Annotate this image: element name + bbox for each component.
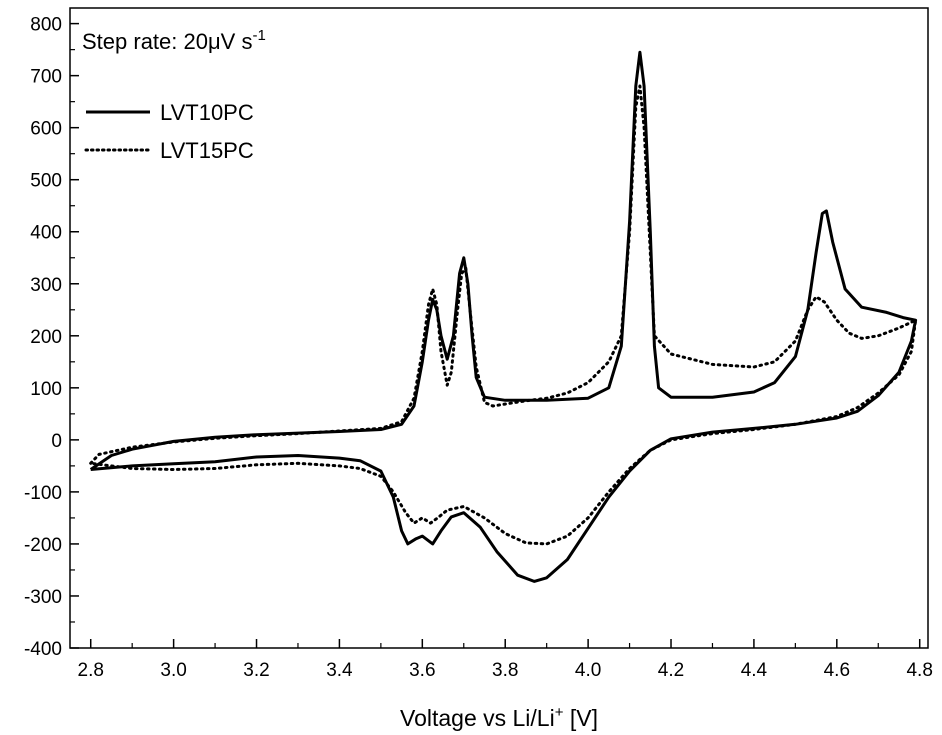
y-tick-label--100: -100 <box>24 483 62 504</box>
series-line-lvt15pc <box>89 84 918 546</box>
x-tick-label-2-8: 2.8 <box>78 660 104 681</box>
y-tick-label--200: -200 <box>24 535 62 556</box>
x-tick-label-4-0: 4.0 <box>575 660 601 681</box>
x-tick-label-4-6: 4.6 <box>824 660 850 681</box>
series-layer <box>89 50 918 583</box>
y-tick-label-100: 100 <box>30 379 62 400</box>
x-axis-title: Voltage vs Li/Li+ [V] <box>400 704 598 731</box>
x-tick-label-3-0: 3.0 <box>160 660 186 681</box>
y-tick-label-200: 200 <box>30 327 62 348</box>
y-tick-label-700: 700 <box>30 67 62 88</box>
y-tick-label-500: 500 <box>30 171 62 192</box>
x-tick-label-3-4: 3.4 <box>326 660 353 681</box>
legend-label-lvt10pc: LVT10PC <box>160 100 254 125</box>
x-tick-label-4-8: 4.8 <box>906 660 932 681</box>
y-tick-label-300: 300 <box>30 275 62 296</box>
plot-frame <box>69 7 929 649</box>
y-tick-label-400: 400 <box>30 223 62 244</box>
x-tick-label-3-8: 3.8 <box>492 660 518 681</box>
x-tick-label-4-4: 4.4 <box>741 660 768 681</box>
y-tick-label--300: -300 <box>24 587 62 608</box>
y-tick-label-600: 600 <box>30 119 62 140</box>
legend-label-lvt15pc: LVT15PC <box>160 138 254 163</box>
y-axis-ticks: -400 -300 -200 -100 0 100 200 300 400 500 600 700 80… <box>24 15 79 660</box>
x-tick-label-4-2: 4.2 <box>658 660 684 681</box>
y-tick-label-800: 800 <box>30 15 62 36</box>
y-tick-label--400: -400 <box>24 639 62 660</box>
legend: LVT10PC LVT15PC <box>84 100 254 163</box>
x-tick-label-3-6: 3.6 <box>409 660 435 681</box>
step-rate-annotation: Step rate: 20μV s-1 <box>82 27 266 54</box>
x-tick-label-3-2: 3.2 <box>243 660 269 681</box>
series-line-lvt10pc <box>89 50 918 583</box>
y-tick-label-0: 0 <box>51 431 62 452</box>
x-axis-ticks: 2.8 3.0 3.2 3.4 3.6 3.8 4.0 4.2 4.4 4.6 4.8 <box>78 639 933 681</box>
